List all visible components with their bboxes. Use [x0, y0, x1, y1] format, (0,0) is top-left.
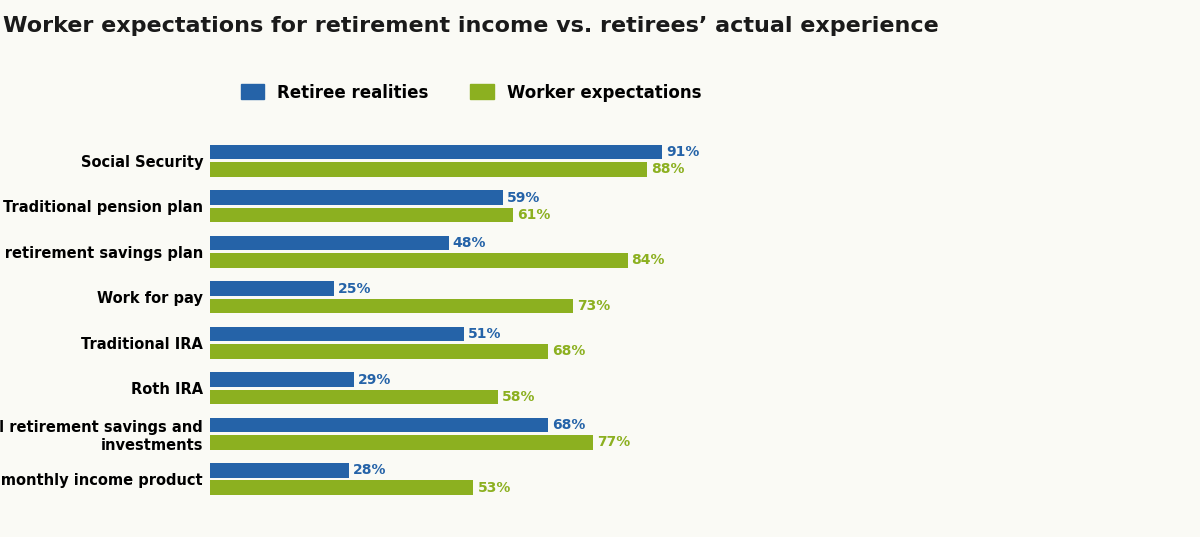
Bar [210, 372, 354, 387]
Bar [210, 463, 349, 478]
Bar [210, 253, 628, 267]
Bar [210, 481, 474, 495]
Text: 77%: 77% [596, 436, 630, 449]
Bar [210, 299, 572, 313]
Text: 68%: 68% [552, 418, 586, 432]
Text: 25%: 25% [338, 281, 372, 295]
Text: 28%: 28% [353, 463, 386, 477]
Legend: Retiree realities, Worker expectations: Retiree realities, Worker expectations [240, 84, 702, 101]
Text: Worker expectations for retirement income vs. retirees’ actual experience: Worker expectations for retirement incom… [4, 16, 938, 36]
Text: 84%: 84% [631, 253, 665, 267]
Bar [210, 162, 648, 177]
Text: 73%: 73% [577, 299, 610, 313]
Text: 48%: 48% [452, 236, 486, 250]
Bar [210, 208, 514, 222]
Text: 51%: 51% [468, 327, 502, 341]
Bar [210, 389, 498, 404]
Bar [210, 435, 593, 449]
Text: 29%: 29% [358, 373, 391, 387]
Text: 91%: 91% [666, 145, 700, 159]
Bar [210, 326, 463, 342]
Text: 61%: 61% [517, 208, 551, 222]
Bar [210, 236, 449, 250]
Text: 68%: 68% [552, 344, 586, 358]
Bar [210, 190, 503, 205]
Bar [210, 281, 335, 296]
Text: 88%: 88% [652, 162, 685, 176]
Text: 58%: 58% [503, 390, 536, 404]
Bar [210, 145, 662, 159]
Text: 53%: 53% [478, 481, 511, 495]
Bar [210, 344, 548, 359]
Bar [210, 418, 548, 432]
Text: 59%: 59% [508, 191, 541, 205]
